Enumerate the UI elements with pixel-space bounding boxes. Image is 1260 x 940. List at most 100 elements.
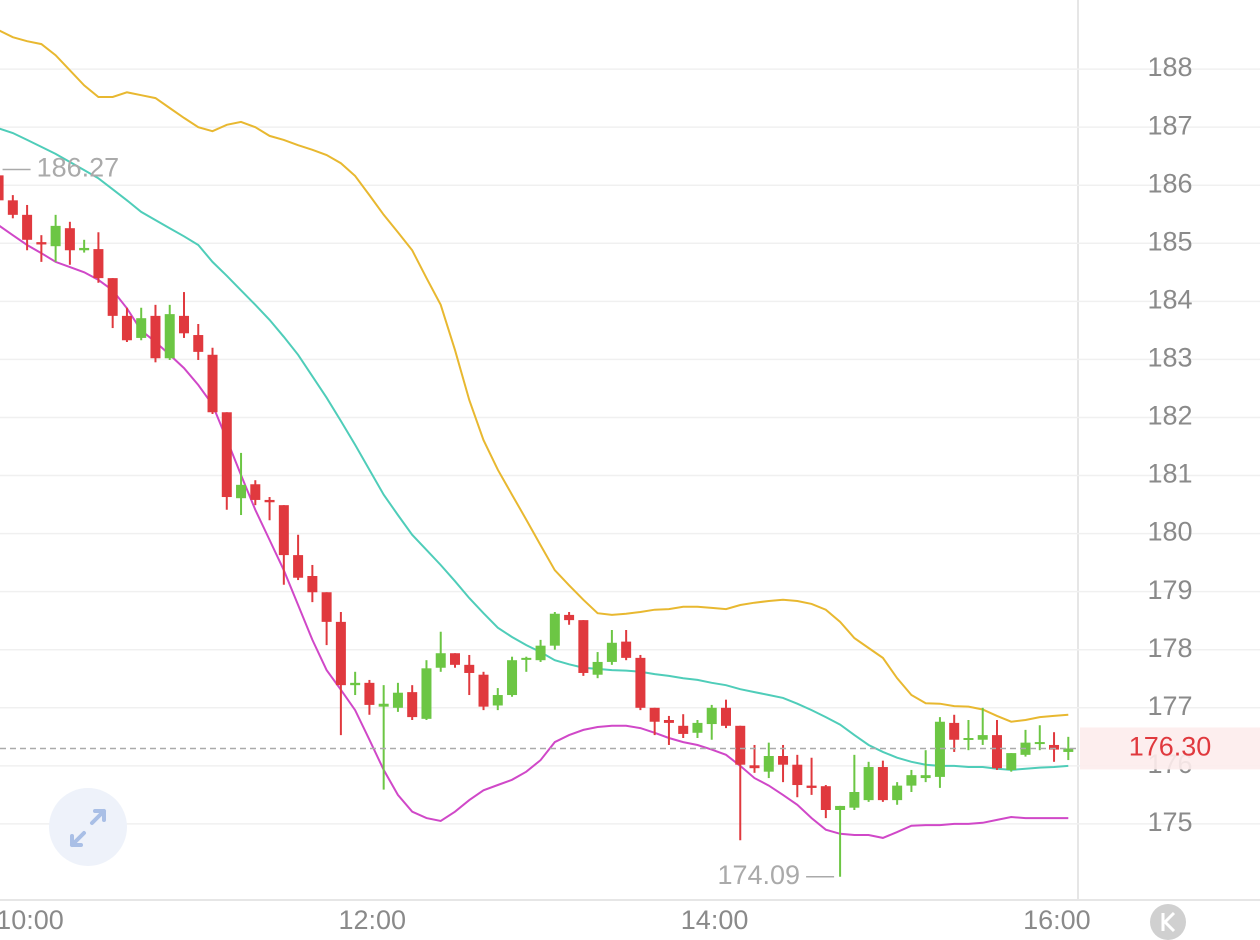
- candle-body: [820, 786, 831, 810]
- y-tick-label: 179: [1147, 575, 1192, 605]
- candle-body: [521, 657, 532, 660]
- candle-body: [364, 682, 375, 705]
- plot-area: [0, 29, 1078, 877]
- candle-body: [264, 499, 275, 503]
- low-label: 174.09: [717, 860, 800, 890]
- candle-body: [692, 722, 703, 733]
- y-tick-label: 183: [1147, 343, 1192, 373]
- expand-icon[interactable]: [70, 809, 106, 847]
- candle-body: [407, 692, 418, 718]
- band-line: [0, 225, 1069, 839]
- candle-body: [207, 354, 218, 413]
- y-tick-label: 182: [1147, 401, 1192, 431]
- candle-body: [592, 661, 603, 675]
- candle-body: [221, 412, 232, 498]
- y-tick-label: 187: [1147, 110, 1192, 140]
- candle-body: [107, 278, 118, 316]
- x-tick-label: 12:00: [338, 905, 406, 935]
- expand-button[interactable]: [49, 788, 127, 866]
- candle-body: [79, 247, 90, 251]
- candle-body: [792, 764, 803, 786]
- x-tick-label: 16:00: [1023, 905, 1091, 935]
- candle-body: [478, 674, 489, 707]
- candle-body: [492, 695, 503, 706]
- candle-body: [392, 692, 403, 708]
- candle-body: [307, 576, 318, 593]
- candle-body: [350, 682, 361, 686]
- candle-body: [549, 613, 560, 646]
- candle-body: [806, 785, 817, 788]
- y-tick-label: 180: [1147, 517, 1192, 547]
- candle-body: [293, 555, 304, 578]
- k-circle[interactable]: [1150, 904, 1186, 940]
- candle-body: [778, 756, 789, 765]
- candle-body: [849, 792, 860, 808]
- x-tick-label: 10:00: [0, 905, 64, 935]
- y-tick-label: 188: [1147, 52, 1192, 82]
- candle-body: [1034, 742, 1045, 745]
- y-tick-label: 186: [1147, 168, 1192, 198]
- candle-body: [877, 767, 888, 801]
- last-price-box: [1080, 727, 1260, 770]
- candle-body: [1063, 748, 1074, 752]
- candle-body: [535, 645, 546, 661]
- candle-body: [464, 664, 475, 673]
- candle-body: [50, 225, 61, 247]
- candle-body: [749, 765, 760, 769]
- candle-body: [963, 738, 974, 740]
- candle-body: [606, 642, 617, 662]
- candle-body: [250, 484, 261, 500]
- candle-body: [22, 214, 33, 240]
- candle-body: [892, 785, 903, 801]
- candle-body: [863, 767, 874, 801]
- k-icon[interactable]: [1161, 911, 1176, 933]
- candle-body: [449, 653, 460, 665]
- candle-body: [178, 315, 189, 334]
- candle-body: [735, 725, 746, 765]
- candle-body: [763, 756, 774, 772]
- candle-body: [64, 228, 75, 251]
- candle-body: [321, 592, 332, 622]
- candle-body: [621, 641, 632, 658]
- candle-body: [278, 505, 289, 556]
- candle-body: [706, 707, 717, 725]
- candle-body: [991, 735, 1002, 769]
- candle-body: [635, 657, 646, 708]
- candle-body: [121, 315, 132, 341]
- candle-body: [564, 614, 575, 621]
- candle-body: [835, 805, 846, 810]
- candle-body: [977, 735, 988, 740]
- candle-body: [906, 775, 917, 786]
- candle-body: [0, 175, 4, 201]
- y-tick-label: 177: [1147, 691, 1192, 721]
- y-tick-label: 178: [1147, 633, 1192, 663]
- candle-body: [93, 249, 104, 279]
- candle-body: [164, 314, 175, 359]
- expand-circle[interactable]: [49, 788, 127, 866]
- last-price-label: 176.30: [1129, 732, 1212, 762]
- candle-body: [678, 725, 689, 734]
- x-tick-label: 14:00: [681, 905, 749, 935]
- y-tick-label: 184: [1147, 284, 1192, 314]
- candle-body: [193, 335, 204, 352]
- band-line: [0, 127, 1069, 771]
- candle-body: [1049, 744, 1060, 750]
- grid: [0, 68, 1260, 825]
- y-tick-label: 175: [1147, 807, 1192, 837]
- candle-body: [150, 315, 161, 359]
- k-button[interactable]: [1150, 904, 1186, 940]
- candle-body: [578, 620, 589, 673]
- candle-body: [421, 668, 432, 719]
- candle-body: [7, 200, 18, 215]
- candle-body: [1006, 753, 1017, 770]
- candle-body: [236, 484, 247, 499]
- band-line: [0, 29, 1069, 723]
- candle-body: [136, 318, 147, 338]
- candle-body: [36, 242, 47, 245]
- candle-body: [649, 707, 660, 722]
- candle-body: [378, 703, 389, 707]
- y-tick-label: 185: [1147, 226, 1192, 256]
- candle-body: [435, 653, 446, 668]
